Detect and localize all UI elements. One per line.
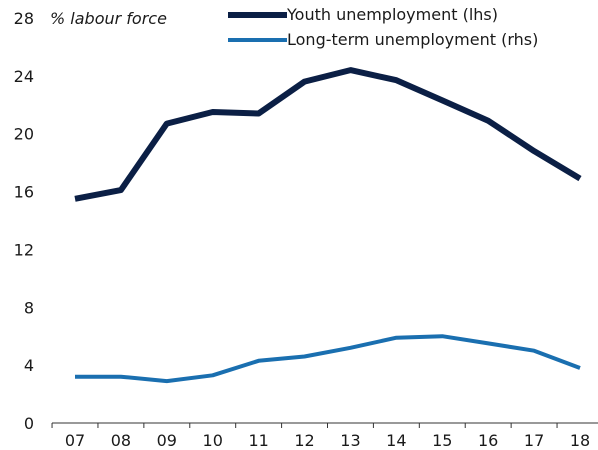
y-tick-label: 0 [24, 414, 34, 433]
x-tick-label: 10 [203, 431, 223, 450]
x-axis: 07 08 09 10 11 12 13 14 15 16 17 18 [51, 422, 598, 450]
y-tick-label: 24 [14, 67, 34, 86]
y-tick-label: 16 [14, 183, 34, 202]
x-tick-label: 09 [157, 431, 177, 450]
x-tick-label: 08 [111, 431, 131, 450]
x-tick-label: 16 [478, 431, 498, 450]
legend: Youth unemployment (lhs) Long-term unempl… [228, 5, 538, 49]
y-tick-label: 20 [14, 125, 34, 144]
y-tick-label: 28 [14, 9, 34, 28]
y-tick-label: 4 [24, 356, 34, 375]
series-line-long-term-unemployment [75, 334, 581, 384]
x-tick-label: 13 [340, 431, 360, 450]
series-line-youth-unemployment [74, 67, 582, 202]
x-tick-label: 07 [65, 431, 85, 450]
y-tick-label: 8 [24, 298, 34, 317]
x-tick-label: 18 [570, 431, 590, 450]
x-tick-label: 15 [432, 431, 452, 450]
x-tick-label: 11 [248, 431, 268, 450]
y-axis: 0 4 8 12 16 20 24 28 [14, 9, 34, 433]
legend-label: Long-term unemployment (rhs) [287, 30, 538, 49]
unit-label: % labour force [50, 9, 167, 28]
x-tick-label: 17 [524, 431, 544, 450]
series-layer [74, 67, 582, 384]
y-tick-label: 12 [14, 240, 34, 259]
x-tick-label: 14 [386, 431, 406, 450]
x-tick-label: 12 [294, 431, 314, 450]
legend-label: Youth unemployment (lhs) [286, 5, 498, 24]
